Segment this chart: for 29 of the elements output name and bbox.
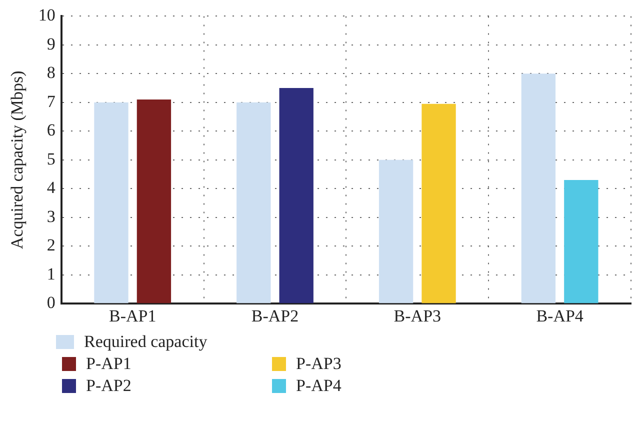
- y-tick-label: 7: [46, 92, 56, 111]
- legend-label: P-AP1: [85, 354, 132, 374]
- y-tick-label: 4: [46, 178, 56, 198]
- y-tick-label: 3: [46, 206, 56, 226]
- y-tick-label: 0: [46, 293, 56, 312]
- x-tick-label: B-AP4: [536, 306, 584, 326]
- bar: [521, 74, 556, 304]
- bar: [564, 180, 598, 304]
- y-tick-label: 6: [46, 120, 56, 140]
- x-tick-label: B-AP1: [108, 306, 156, 326]
- bar: [94, 102, 128, 304]
- y-tick-label: 2: [46, 236, 56, 255]
- bar: [279, 88, 314, 304]
- legend-label: P-AP3: [295, 354, 342, 374]
- x-tick-label: B-AP2: [251, 306, 299, 326]
- y-tick-label: 10: [38, 6, 56, 25]
- y-tick-label: 9: [46, 34, 56, 54]
- legend-label: P-AP4: [295, 376, 342, 396]
- y-tick-label: 8: [46, 63, 56, 82]
- legend-label: Required capacity: [83, 332, 208, 352]
- y-tick-label: 5: [46, 149, 56, 168]
- legend-label: P-AP2: [85, 376, 132, 396]
- y-tick-label: 1: [46, 264, 56, 284]
- y-axis-title: Acquired capacity (Mbps): [8, 70, 27, 250]
- bar: [378, 160, 414, 304]
- bar: [422, 104, 456, 304]
- bar: [136, 100, 172, 304]
- x-tick-label: B-AP3: [394, 306, 442, 326]
- bar: [236, 102, 271, 304]
